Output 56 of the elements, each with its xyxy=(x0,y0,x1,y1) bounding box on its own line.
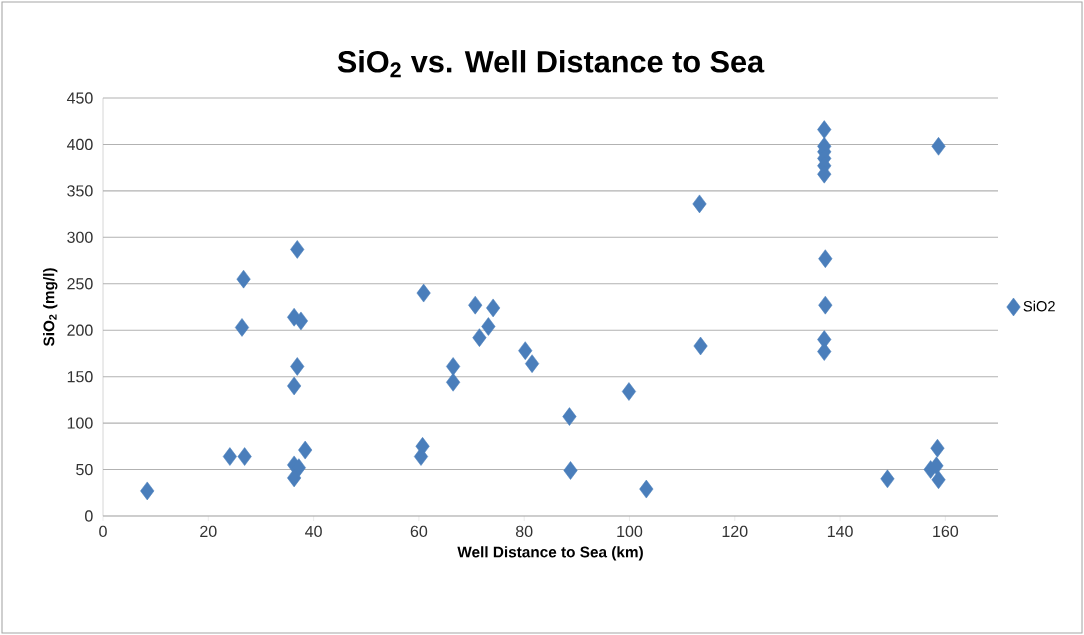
x-tick-label: 140 xyxy=(827,525,853,538)
y-axis-title: SiO$_{2}$ (mg/l) xyxy=(43,268,58,347)
chart-title: SiO$_{2}$ vs. Well Distance to Sea xyxy=(337,50,765,78)
y-tick-label: 350 xyxy=(67,185,93,197)
x-tick-label: 80 xyxy=(515,525,533,538)
x-tick-label: 60 xyxy=(410,525,428,538)
point xyxy=(621,382,636,401)
point xyxy=(525,354,540,373)
point xyxy=(563,461,578,480)
point xyxy=(818,249,833,268)
point xyxy=(818,295,833,315)
point xyxy=(817,120,832,139)
y-tick-label: 450 xyxy=(66,92,93,104)
point xyxy=(237,447,252,466)
point xyxy=(290,240,305,259)
point xyxy=(234,318,250,337)
point xyxy=(472,328,487,347)
x-tick-label: 0 xyxy=(99,525,107,538)
y-tick-label: 100 xyxy=(67,417,93,429)
point xyxy=(518,341,533,360)
point xyxy=(287,376,302,396)
point xyxy=(693,336,708,356)
point xyxy=(880,469,895,489)
point xyxy=(287,468,302,488)
point xyxy=(222,447,237,466)
y-tick-label: 200 xyxy=(67,324,93,336)
y-tick-label: 400 xyxy=(66,138,93,151)
x-tick-label: 120 xyxy=(722,525,748,538)
x-tick-label: 160 xyxy=(933,525,959,538)
y-tick-label: 250 xyxy=(67,278,93,290)
x-tick-label: 20 xyxy=(200,525,217,538)
point xyxy=(468,295,483,315)
x-tick-label: 100 xyxy=(617,525,643,538)
point xyxy=(562,407,577,426)
legend-label: SiO2 xyxy=(1023,300,1055,312)
point xyxy=(416,283,431,303)
point xyxy=(639,479,654,499)
point xyxy=(486,298,501,318)
x-axis-title: Well Distance to Sea (km) xyxy=(457,546,643,561)
y-tick-label: 0 xyxy=(85,510,93,522)
y-tick-label: 300 xyxy=(67,231,93,243)
point xyxy=(298,440,313,460)
point xyxy=(931,470,946,490)
point xyxy=(140,481,155,501)
point xyxy=(481,317,496,336)
point xyxy=(446,372,461,392)
point xyxy=(293,311,308,331)
point xyxy=(692,194,707,214)
y-tick-label: 150 xyxy=(67,371,93,383)
point xyxy=(446,357,461,376)
point xyxy=(236,269,251,289)
x-tick-label: 40 xyxy=(305,525,322,538)
y-tick-label: 50 xyxy=(76,463,93,476)
point xyxy=(930,438,945,458)
point xyxy=(290,357,305,376)
point xyxy=(931,137,946,156)
